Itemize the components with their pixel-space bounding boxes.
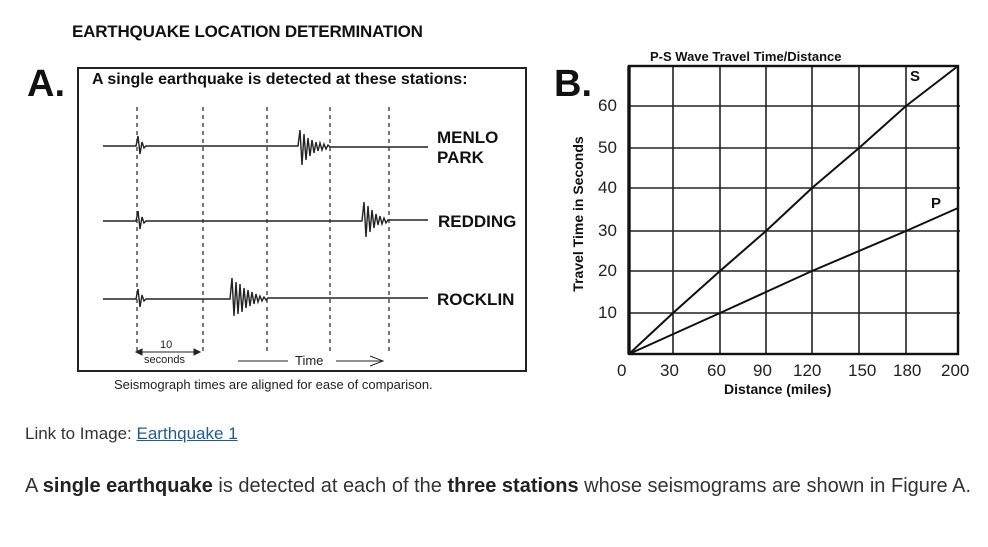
time-axis-label: Time [295, 353, 324, 368]
x-tick-30: 30 [660, 361, 679, 380]
y-tick-50: 50 [598, 138, 617, 157]
station-label-redding: REDDING [438, 212, 517, 231]
trace-redding [103, 201, 428, 238]
time-gridlines [136, 107, 390, 352]
seismogram-panel [77, 67, 527, 372]
image-link-line: Link to Image: Earthquake 1 [25, 424, 238, 444]
station-label-menlo-park: MENLO PARK [437, 128, 499, 167]
x-tick-120: 120 [793, 361, 822, 380]
p-wave-line [628, 207, 959, 355]
x-tick-90: 90 [753, 361, 772, 380]
question-paragraph: A single earthquake is detected at each … [25, 475, 972, 497]
trace-rocklin [103, 277, 428, 317]
y-tick-30: 30 [598, 221, 617, 240]
figure-title: EARTHQUAKE LOCATION DETERMINATION [72, 22, 423, 41]
scale-arrow [134, 348, 202, 356]
emphasis-three-stations: three stations [447, 475, 579, 497]
scale-unit: seconds [144, 354, 185, 366]
link-prefix: Link to Image: [25, 424, 137, 443]
y-tick-10: 10 [598, 303, 617, 322]
s-wave-line [628, 65, 959, 355]
emphasis-single-earthquake: single earthquake [42, 475, 213, 497]
x-tick-0: 0 [617, 361, 627, 380]
y-tick-20: 20 [598, 261, 617, 280]
x-tick-150: 150 [848, 361, 877, 380]
chart-frame [627, 64, 960, 356]
scale-value: 10 [160, 339, 173, 351]
x-tick-180: 180 [893, 361, 922, 380]
trace-menlo-park [103, 129, 428, 166]
panel-b-label: B. [554, 63, 592, 105]
time-arrow [238, 355, 385, 367]
earthquake-1-link[interactable]: Earthquake 1 [136, 424, 238, 443]
x-axis-label: Distance (miles) [724, 381, 832, 397]
s-line-label: S [910, 68, 921, 85]
panel-a-label: A. [27, 63, 65, 105]
seismogram-caption: Seismograph times are aligned for ease o… [114, 377, 433, 392]
seismogram-heading: A single earthquake is detected at these… [92, 71, 468, 88]
chart-grid [629, 66, 960, 354]
x-tick-200: 200 [941, 361, 970, 380]
chart-title: P-S Wave Travel Time/Distance [650, 49, 842, 64]
y-tick-40: 40 [598, 178, 617, 197]
x-tick-60: 60 [707, 361, 726, 380]
p-line-label: P [931, 195, 942, 212]
y-axis-label: Travel Time in Seconds [570, 136, 586, 292]
station-label-rocklin: ROCKLIN [437, 290, 515, 309]
y-tick-60: 60 [598, 96, 617, 115]
